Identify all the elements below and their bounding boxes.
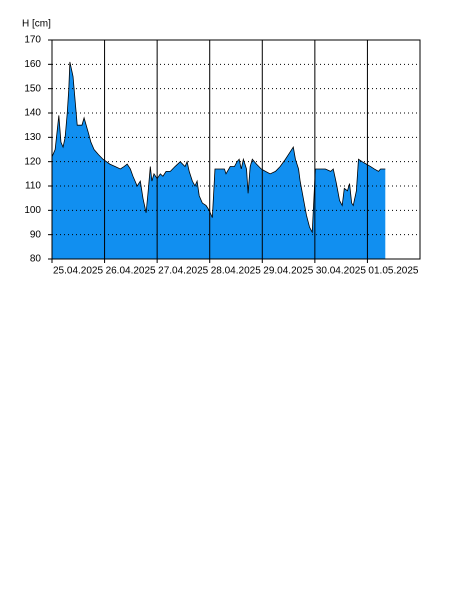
x-tick-label: 30.04.2025 [316, 266, 366, 277]
x-tick-label: 25.04.2025 [53, 266, 103, 277]
line [51, 61, 386, 234]
plot-border [51, 39, 421, 260]
x-tick-label: 01.05.2025 [368, 266, 418, 277]
x-tick-label: 26.04.2025 [106, 266, 156, 277]
y-tick-label: 140 [24, 108, 41, 119]
y-tick-label: 100 [24, 205, 41, 216]
y-axis-label: H [cm] [22, 19, 51, 30]
x-tick-label: 29.04.2025 [263, 266, 313, 277]
y-tick-label: 170 [24, 35, 41, 46]
y-tick-label: 160 [24, 59, 41, 70]
area [52, 61, 386, 260]
y-tick-label: 80 [30, 254, 42, 265]
y-tick-label: 130 [24, 132, 41, 143]
y-tick-label: 150 [24, 83, 41, 94]
x-tick-label: 27.04.2025 [158, 266, 208, 277]
x-tick-label: 28.04.2025 [211, 266, 261, 277]
y-tick-label: 120 [24, 156, 41, 167]
y-tick-label: 90 [30, 229, 42, 240]
y-tick-label: 110 [25, 181, 41, 192]
